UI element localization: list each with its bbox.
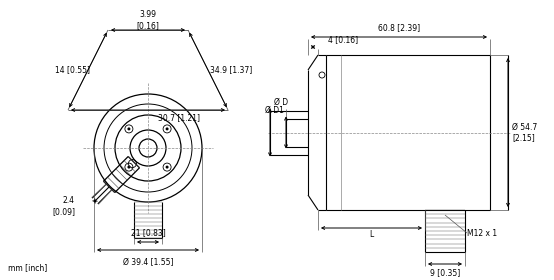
Text: 34.9 [1.37]: 34.9 [1.37] xyxy=(210,66,252,74)
Text: mm [inch]: mm [inch] xyxy=(8,263,47,272)
Text: Ø D: Ø D xyxy=(274,98,288,107)
Text: 2.4
[0.09]: 2.4 [0.09] xyxy=(52,196,75,216)
Text: Ø 39.4 [1.55]: Ø 39.4 [1.55] xyxy=(123,258,173,267)
Circle shape xyxy=(166,128,168,130)
Text: 30.7 [1.21]: 30.7 [1.21] xyxy=(158,113,200,123)
Text: L: L xyxy=(370,230,373,239)
Text: Ø D1: Ø D1 xyxy=(265,106,284,115)
Text: Ø 54.7
[2.15]: Ø 54.7 [2.15] xyxy=(512,123,537,142)
Text: 3.99
[0.16]: 3.99 [0.16] xyxy=(137,10,160,30)
Text: 14 [0.55]: 14 [0.55] xyxy=(55,66,90,74)
Circle shape xyxy=(128,128,130,130)
Circle shape xyxy=(166,166,168,168)
Circle shape xyxy=(128,166,130,168)
Text: 4 [0.16]: 4 [0.16] xyxy=(328,35,358,44)
Text: 60.8 [2.39]: 60.8 [2.39] xyxy=(378,23,420,32)
Text: M12 x 1: M12 x 1 xyxy=(467,228,497,237)
Text: 9 [0.35]: 9 [0.35] xyxy=(430,268,460,277)
Text: 21 [0.83]: 21 [0.83] xyxy=(131,228,166,237)
